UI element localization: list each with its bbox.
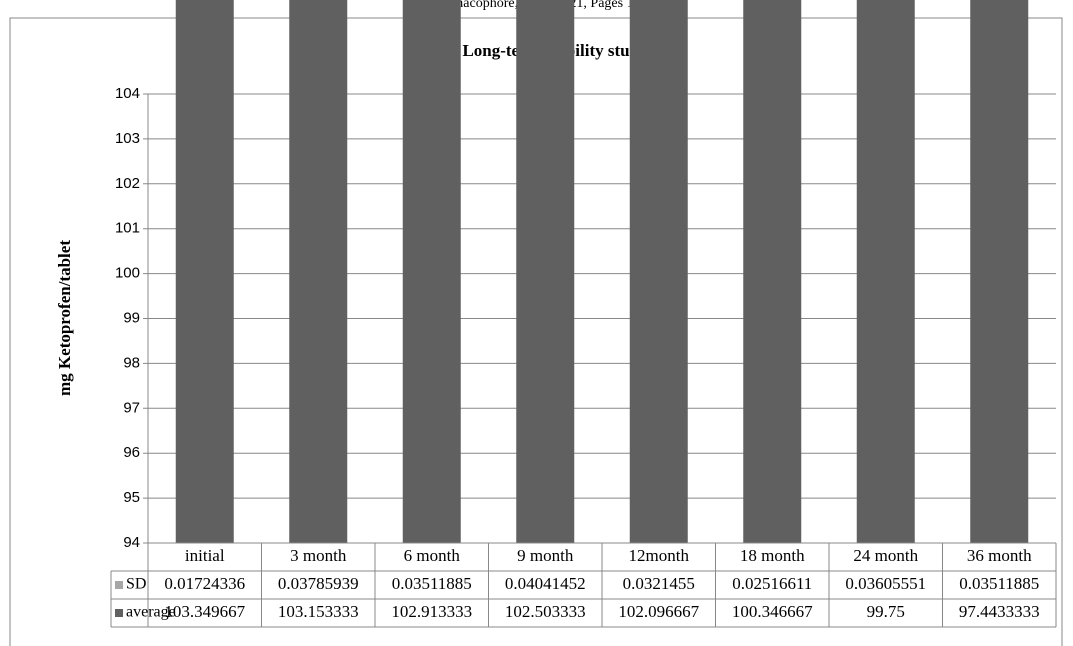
table-cell: 99.75: [867, 602, 905, 621]
table-cell: 0.0321455: [623, 574, 695, 593]
bar: [743, 0, 802, 543]
table-cell: 0.03605551: [845, 574, 926, 593]
y-axis-label: mg Ketoprofen/tablet: [55, 240, 74, 396]
legend-swatch: [115, 609, 123, 617]
legend-swatch: [115, 581, 123, 589]
y-tick-label: 96: [123, 444, 140, 461]
x-tick-label: 3 month: [290, 546, 347, 565]
table-cell: 102.913333: [391, 602, 472, 621]
table-cell: 0.04041452: [505, 574, 586, 593]
y-tick-label: 100: [115, 265, 140, 282]
x-tick-label: 9 month: [517, 546, 574, 565]
y-tick-label: 102: [115, 175, 140, 192]
y-tick-label: 94: [123, 534, 140, 551]
y-tick-label: 103: [115, 130, 140, 147]
bar: [289, 0, 348, 543]
table-cell: 102.096667: [618, 602, 699, 621]
table-cell: 0.03511885: [959, 574, 1039, 593]
y-tick-label: 99: [123, 309, 140, 326]
bar: [175, 0, 234, 543]
table-cell: 103.153333: [278, 602, 359, 621]
bar: [516, 0, 575, 543]
x-tick-label: 18 month: [740, 546, 805, 565]
bar: [629, 0, 688, 543]
bar: [402, 0, 461, 543]
table-cell: 0.03511885: [392, 574, 472, 593]
x-tick-label: 6 month: [404, 546, 461, 565]
y-tick-label: 97: [123, 399, 140, 416]
y-tick-label: 101: [115, 220, 140, 237]
legend-label: average: [126, 604, 176, 621]
bar: [970, 0, 1029, 543]
y-tick-label: 104: [115, 85, 140, 102]
table-cell: 0.01724336: [164, 574, 245, 593]
table-cell: 103.349667: [164, 602, 245, 621]
table-cell: 100.346667: [732, 602, 813, 621]
y-tick-label: 95: [123, 489, 140, 506]
y-tick-label: 98: [123, 354, 140, 371]
table-cell: 0.03785939: [278, 574, 359, 593]
table-cell: 102.503333: [505, 602, 586, 621]
x-tick-label: 36 month: [967, 546, 1032, 565]
legend-label: SD: [126, 576, 146, 593]
bar: [856, 0, 915, 543]
table-cell: 0.02516611: [732, 574, 812, 593]
x-tick-label: initial: [185, 546, 225, 565]
table-cell: 97.4433333: [959, 602, 1040, 621]
x-tick-label: 24 month: [853, 546, 918, 565]
x-tick-label: 12month: [629, 546, 690, 565]
